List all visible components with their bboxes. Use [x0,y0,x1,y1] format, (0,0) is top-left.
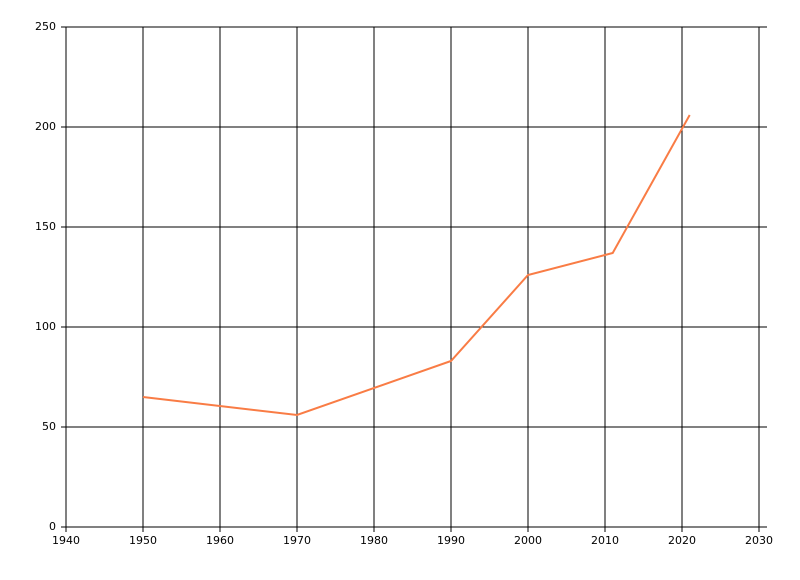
data-line [142,114,691,417]
x-tick-label: 1970 [283,534,311,547]
y-tick-label: 150 [35,220,56,233]
x-tick-label: 1980 [360,534,388,547]
x-tick-label: 1960 [206,534,234,547]
x-tick-label: 2010 [591,534,619,547]
y-tick-label: 200 [35,120,56,133]
x-tick-label: 2030 [745,534,773,547]
x-tick-label: 2000 [514,534,542,547]
x-tick-label: 1990 [437,534,465,547]
x-tick-label: 2020 [668,534,696,547]
x-tick-label: 1940 [52,534,80,547]
y-tick-label: 250 [35,20,56,33]
y-tick-label: 50 [42,420,56,433]
x-tick-label: 1950 [129,534,157,547]
y-tick-label: 100 [35,320,56,333]
y-tick-label: 0 [49,520,56,533]
